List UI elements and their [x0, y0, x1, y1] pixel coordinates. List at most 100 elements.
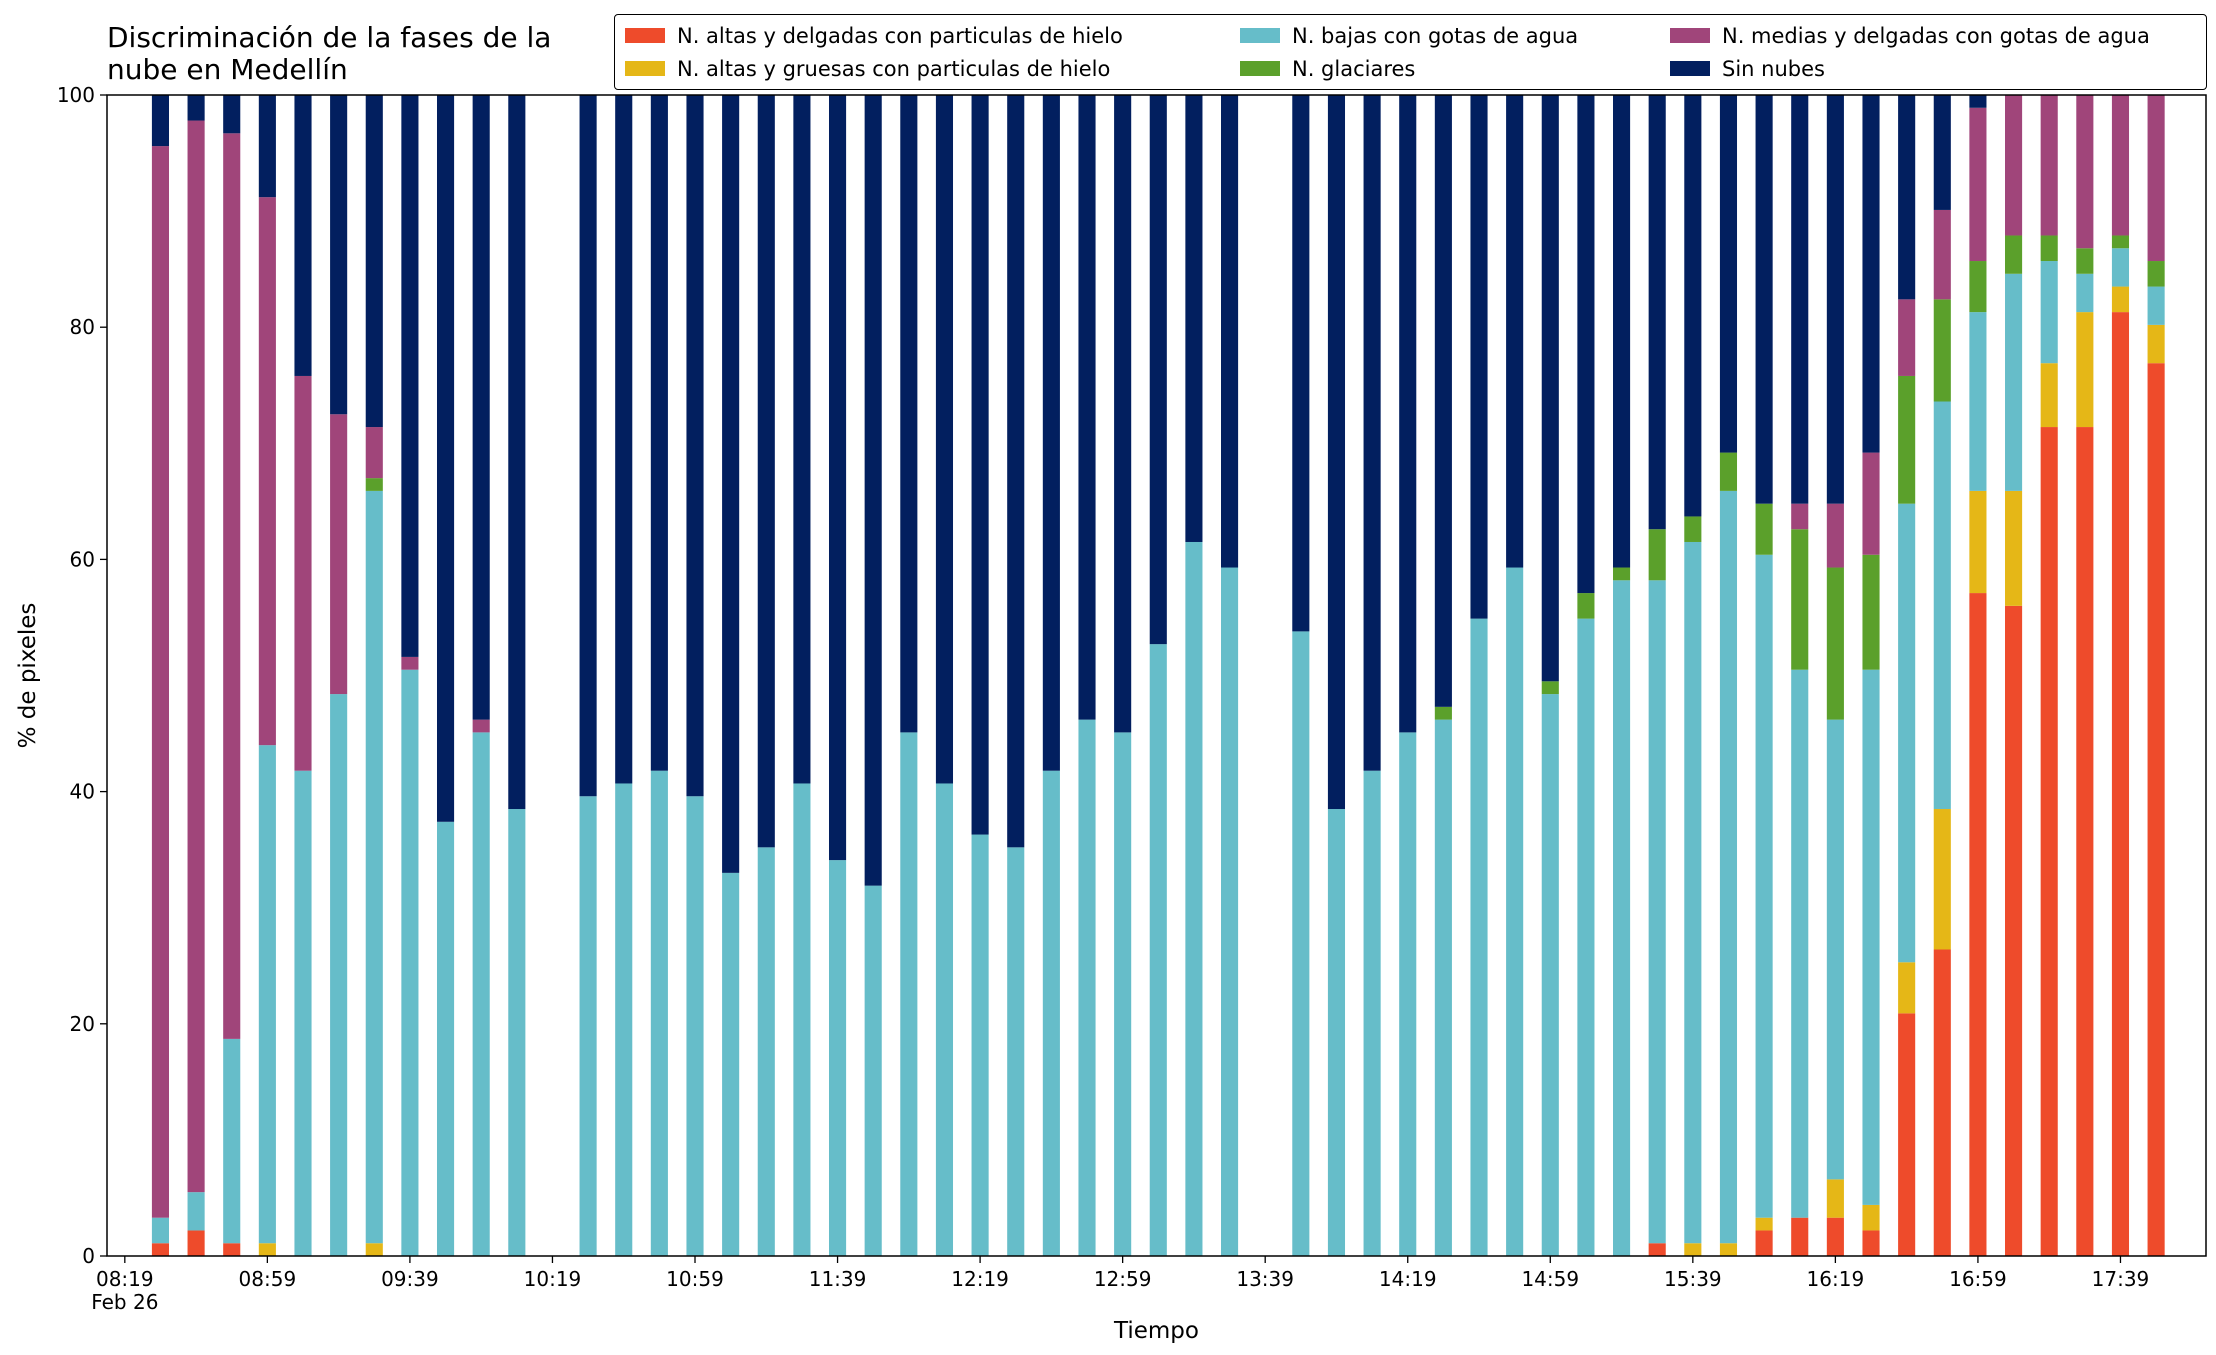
bar-segment — [2005, 490, 2023, 606]
bar-segment — [2040, 363, 2058, 428]
bar-segment — [365, 478, 383, 491]
bar-segment — [1648, 580, 1666, 1244]
bar-segment — [436, 95, 455, 822]
bar-segment — [2005, 605, 2023, 1256]
x-tick-label: 15:39 — [1664, 1267, 1722, 1291]
chart-title: Discriminación de la fases de la nube en… — [107, 21, 552, 86]
bar-segment — [1363, 770, 1381, 1256]
bar-segment — [757, 847, 775, 1256]
bar-segment — [1862, 452, 1880, 555]
bar-segment — [757, 95, 775, 848]
legend-item: N. altas y gruesas con particulas de hie… — [625, 52, 1240, 85]
bar-segment — [1327, 809, 1346, 1256]
bar-segment — [900, 732, 918, 1256]
bar-segment — [1862, 554, 1880, 670]
bar-segment — [2111, 312, 2130, 1256]
y-tick-label: 60 — [70, 547, 95, 571]
bar-segment — [1755, 1230, 1773, 1256]
legend-item: N. altas y delgadas con particulas de hi… — [625, 19, 1240, 52]
bar-segment — [650, 770, 668, 1256]
bar-segment — [1826, 719, 1844, 1180]
bar-segment — [1862, 1204, 1880, 1231]
plot-frame — [106, 94, 2207, 1257]
bar-segment — [258, 1243, 276, 1256]
bar-segment — [1648, 95, 1666, 530]
bar-segment — [223, 1038, 241, 1244]
bar-segment — [1898, 299, 1916, 376]
legend-swatch — [625, 28, 665, 43]
bar-segment — [579, 796, 597, 1256]
bar-segment — [1434, 95, 1452, 707]
bar-segment — [1969, 261, 1987, 313]
bar-segment — [187, 120, 205, 1193]
bar-segment — [1648, 1243, 1666, 1256]
bar-segment — [1791, 669, 1809, 1218]
bar-segment — [2040, 261, 2058, 364]
bar-segment — [1862, 1230, 1880, 1256]
bar-segment — [1898, 375, 1916, 504]
bar-segment — [1577, 593, 1595, 619]
bar-segment — [365, 490, 383, 1244]
bar-segment — [1969, 107, 1987, 262]
bar-segment — [1613, 95, 1631, 568]
x-tick-label: 12:19 — [951, 1267, 1009, 1291]
bar-segment — [1791, 503, 1809, 530]
bar-segment — [1826, 1217, 1844, 1256]
bar-segment — [401, 669, 419, 1256]
bar-segment — [330, 694, 348, 1256]
bar-segment — [401, 95, 419, 657]
legend-label: N. bajas con gotas de agua — [1292, 23, 1579, 48]
bar-segment — [1969, 593, 1987, 1256]
bar-segment — [1826, 95, 1844, 504]
bar-segment — [1969, 312, 1987, 491]
bar-segment — [472, 732, 490, 1256]
bar-segment — [436, 821, 455, 1256]
bar-segment — [330, 95, 348, 415]
bar-segment — [187, 95, 205, 121]
bar-segment — [1114, 95, 1132, 733]
x-tick-label: 17:39 — [2092, 1267, 2150, 1291]
bar-segment — [401, 656, 419, 670]
y-tick-label: 100 — [57, 83, 95, 107]
bar-segment — [2147, 324, 2165, 364]
bar-segment — [1684, 541, 1702, 1244]
bar-segment — [1399, 732, 1417, 1256]
bar-segment — [686, 95, 704, 797]
x-tick-label: 14:19 — [1379, 1267, 1437, 1291]
bar-segment — [793, 95, 811, 784]
x-tick-label: 16:59 — [1949, 1267, 2007, 1291]
bar-segment — [294, 770, 312, 1256]
bar-segment — [1719, 490, 1738, 1244]
bar-segment — [1007, 847, 1025, 1256]
bar-segment — [1862, 95, 1880, 453]
legend: N. altas y delgadas con particulas de hi… — [614, 14, 2207, 90]
bar-segment — [1969, 490, 1987, 594]
bar-segment — [793, 783, 811, 1256]
bar-segment — [1221, 95, 1239, 568]
x-date-label: Feb 26 — [91, 1290, 158, 1314]
bar-segment — [294, 375, 312, 771]
bar-segment — [1292, 95, 1310, 632]
bar-segment — [2076, 248, 2094, 274]
x-tick-label: 10:59 — [666, 1267, 724, 1291]
bar-segment — [1577, 618, 1595, 1256]
legend-swatch — [1240, 28, 1280, 43]
bar-segment — [508, 809, 526, 1256]
bar-segment — [1363, 95, 1381, 771]
bar-segment — [1613, 567, 1631, 581]
bar-segment — [330, 414, 348, 695]
bar-segment — [1613, 580, 1631, 1256]
bar-segment — [1719, 1243, 1738, 1256]
bar-segment — [971, 95, 989, 835]
bar-segment — [2040, 95, 2058, 236]
bar-segment — [1933, 809, 1951, 950]
y-tick-label: 20 — [70, 1012, 95, 1036]
bar-segment — [2111, 248, 2130, 287]
bar-segment — [472, 95, 490, 720]
bar-segment — [722, 872, 740, 1256]
legend-swatch — [1670, 28, 1710, 43]
bar-segment — [900, 95, 918, 733]
x-tick-label: 13:39 — [1236, 1267, 1294, 1291]
legend-label: N. glaciares — [1292, 56, 1416, 81]
bar-segment — [1648, 529, 1666, 581]
